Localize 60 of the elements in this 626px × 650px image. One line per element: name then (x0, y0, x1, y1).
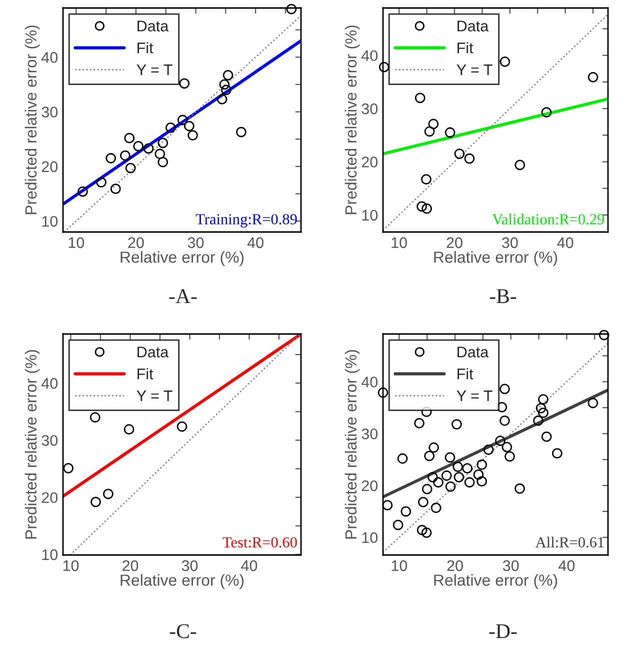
x-axis-title: Relative error (%) (120, 251, 244, 266)
y-tick-label: 30 (362, 103, 378, 114)
text: -D- (489, 624, 517, 638)
annotation: Training:R=0.89 (196, 214, 297, 228)
x-tick-label: 40 (241, 560, 258, 572)
y-tick-label: 40 (362, 50, 378, 62)
x-axis-title: Relative error (%) (434, 574, 558, 589)
x-tick-label: 30 (182, 560, 198, 572)
x-tick-label: 30 (188, 237, 204, 248)
annotation: All:R=0.61 (535, 536, 604, 548)
legend-label: Y = T (136, 64, 172, 76)
x-tick-label: 40 (558, 560, 575, 572)
y-axis-title: Predicted relative error (%) (344, 350, 360, 539)
y-tick-label: 10 (362, 210, 378, 221)
legend-label: Data (458, 346, 489, 358)
x-axis-title: Relative error (%) (434, 251, 558, 266)
x-tick-label: 20 (447, 560, 463, 572)
annotation: Validation:R=0.29 (492, 214, 604, 224)
y-tick-label: 20 (362, 480, 378, 492)
x-tick-label: 20 (446, 237, 462, 248)
x-tick-label: 10 (392, 560, 408, 572)
x-tick-label: 10 (63, 560, 79, 572)
y-tick-label: 40 (42, 52, 58, 63)
x-tick-label: 20 (128, 237, 144, 248)
x-tick-label: 40 (247, 237, 264, 248)
text: -C- (170, 624, 196, 638)
legend-label: Y = T (456, 64, 492, 76)
legend-label: Fit (458, 42, 474, 54)
x-tick-label: 10 (392, 237, 407, 248)
x-tick-label: 30 (502, 560, 519, 572)
legend-label: Fit (138, 368, 154, 380)
x-tick-label: 40 (557, 237, 574, 248)
y-axis-title: Predicted relative error (%) (344, 26, 360, 214)
annotation: Test:R=0.60 (222, 537, 297, 548)
x-tick-label: 10 (68, 237, 84, 248)
y-tick-label: 40 (42, 378, 58, 389)
y-tick-label: 10 (42, 549, 58, 560)
y-tick-label: 30 (42, 435, 58, 446)
x-axis-title: Relative error (%) (120, 574, 244, 589)
x-tick-label: 30 (502, 237, 518, 248)
legend-label: Y = T (136, 390, 172, 402)
text: -B- (490, 289, 516, 304)
legend-label: Data (458, 20, 489, 32)
y-tick-label: 20 (42, 492, 58, 504)
legend-label: Fit (138, 42, 154, 54)
y-tick-label: 20 (42, 161, 58, 172)
text: -A- (169, 289, 197, 304)
legend-label: Data (138, 346, 169, 358)
y-tick-label: 20 (362, 156, 378, 168)
x-tick-label: 20 (122, 560, 138, 572)
y-tick-label: 30 (362, 428, 378, 440)
legend-label: Data (138, 20, 169, 32)
legend-label: Fit (458, 368, 474, 380)
y-tick-label: 10 (362, 532, 378, 544)
legend-label: Y = T (456, 390, 492, 402)
y-axis-title: Predicted relative error (%) (24, 26, 40, 214)
y-tick-label: 30 (42, 106, 58, 118)
y-axis-title: Predicted relative error (%) (24, 350, 40, 539)
y-tick-label: 40 (362, 376, 378, 388)
y-tick-label: 10 (42, 216, 58, 227)
